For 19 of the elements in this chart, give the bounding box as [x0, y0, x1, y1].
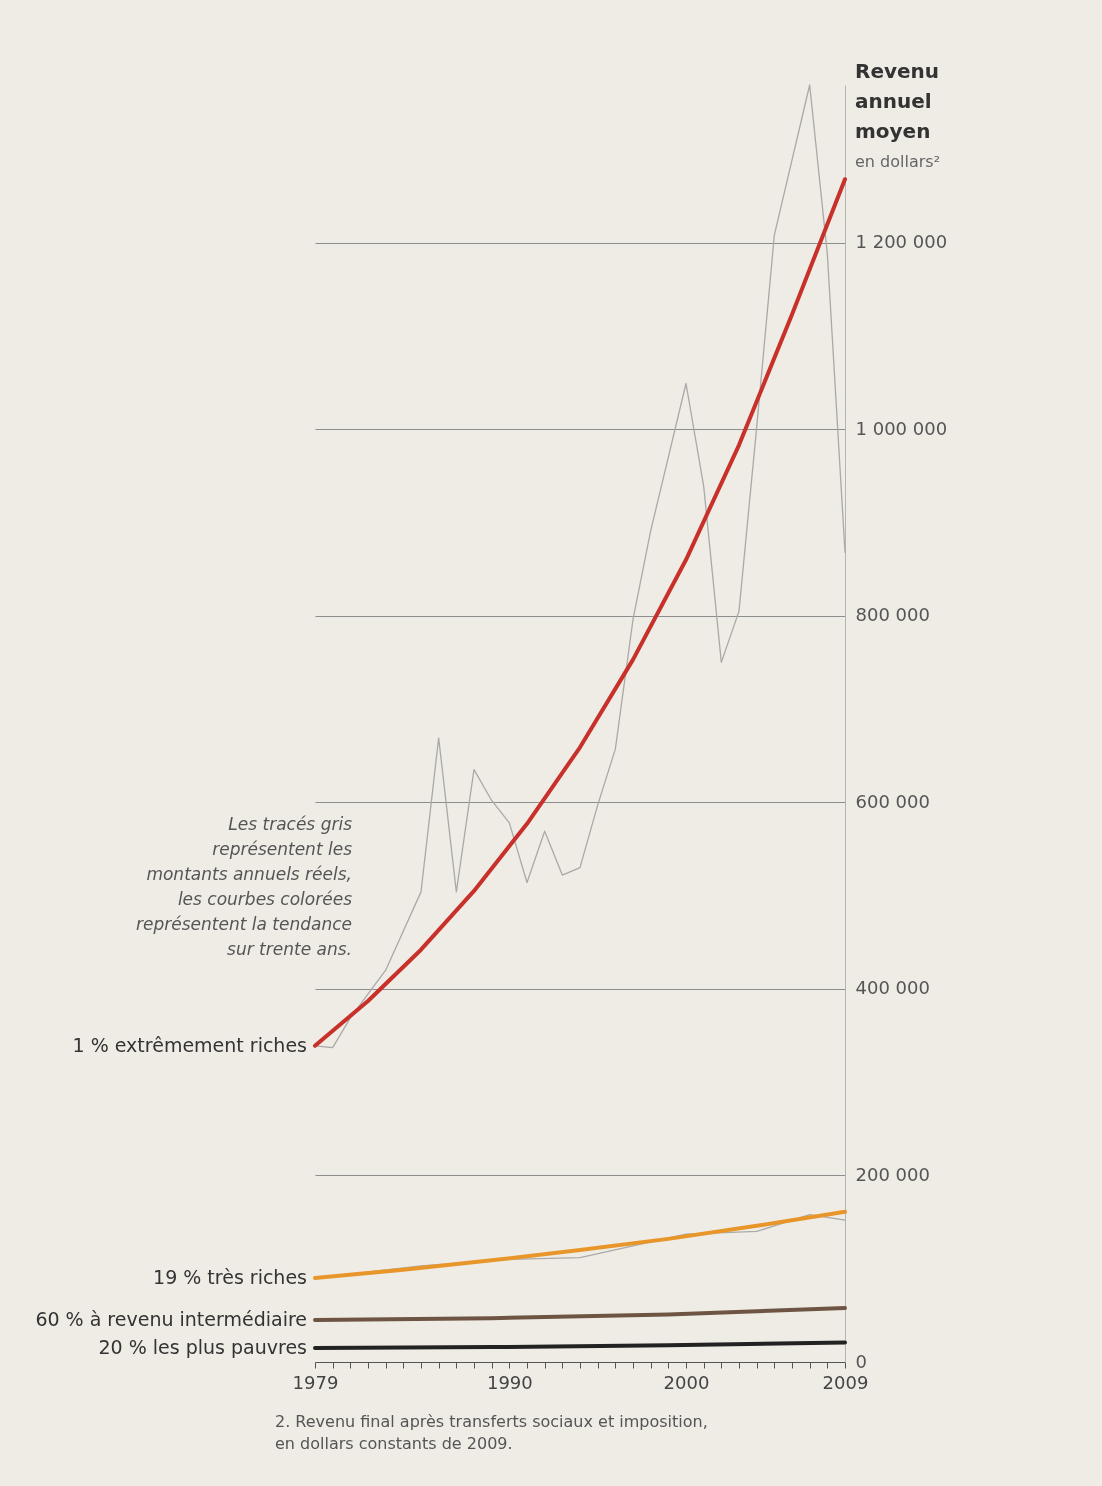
series-label: 19 % très riches [153, 1266, 307, 1289]
series-label: 20 % les plus pauvres [98, 1336, 307, 1359]
text: 2. Revenu final après transferts sociaux et imposition, en dollars constants de 2009. [275, 1412, 708, 1453]
annotation: Les tracés gris représentent les montants annuels réels, les courbes colorées représentent la tendance sur trente ans. [136, 814, 353, 959]
y-tick-label: 400 000 [855, 977, 930, 999]
y-tick-label: 1 000 000 [855, 417, 948, 439]
x-tick-label: 1990 [486, 1371, 533, 1393]
y-tick-label: 800 000 [855, 604, 930, 626]
y-tick-label: 1 200 000 [855, 231, 948, 253]
x-tick-label: 2000 [663, 1371, 710, 1393]
x-tick-label: 2009 [822, 1371, 869, 1393]
y-tick-label: 200 000 [855, 1163, 930, 1185]
y-tick-label: 600 000 [855, 790, 930, 812]
y-tick-label: 0 [855, 1350, 867, 1372]
y-axis-title: Revenu annuel moyen en dollars² [855, 59, 941, 171]
line-series [313, 1305, 847, 1323]
series-label: 60 % à revenu intermédiaire [35, 1308, 307, 1331]
series-label: 1 % extrêmement riches [72, 1033, 307, 1056]
x-tick-label: 1979 [292, 1371, 339, 1393]
